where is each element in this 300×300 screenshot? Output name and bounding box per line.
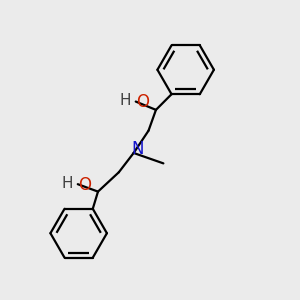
Text: H: H — [62, 176, 73, 191]
Text: O: O — [136, 93, 149, 111]
Text: N: N — [131, 140, 143, 158]
Text: H: H — [120, 94, 131, 109]
Text: O: O — [78, 176, 92, 194]
